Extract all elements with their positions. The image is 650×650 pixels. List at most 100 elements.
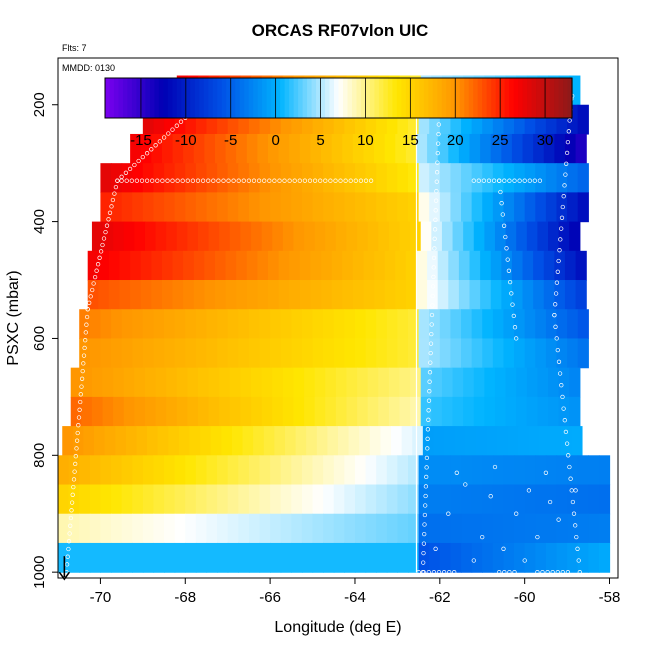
heatmap-cell [416,133,428,164]
heatmap-cell [335,221,348,252]
colorbar-swatch [513,78,519,118]
heatmap-cell [365,484,377,515]
heatmap-cell [524,309,536,340]
heatmap-cell [335,396,348,427]
heatmap-cell [429,104,441,135]
heatmap-cell [153,484,165,515]
heatmap-cell [514,338,526,369]
track-point [109,204,114,209]
heatmap-cell [166,221,178,252]
heatmap-cell [168,426,180,456]
heatmap-cell [437,250,449,281]
colorbar-swatch [194,78,200,118]
track-point [558,237,563,242]
colorbar-swatch [405,78,411,118]
heatmap-cell [516,367,528,398]
heatmap-cell [545,104,558,135]
heatmap-cell [482,338,494,369]
heatmap-cell [121,455,133,486]
track-point [427,370,433,375]
heatmap-cell [405,250,418,281]
heatmap-cell [461,192,473,223]
heatmap-cell [342,280,354,310]
track-point [509,291,514,296]
heatmap-cell [550,426,562,456]
heatmap-cell [461,542,473,573]
colorbar-swatch [185,78,191,118]
heatmap-cell [548,367,560,398]
x-tick-label: -68 [174,589,196,606]
heatmap-cell [144,367,157,398]
track-point [71,484,76,490]
heatmap-cell [376,104,388,135]
heatmap-cell [195,513,208,544]
track-point [90,287,95,293]
mmdd-label: MMDD: 0130 [62,63,115,73]
track-point [170,178,175,183]
heatmap-cell [386,542,398,573]
track-point [256,178,262,183]
heatmap-cell [204,133,216,164]
heatmap-cell [89,309,102,340]
track-point [560,204,565,210]
heatmap-cell [270,192,282,223]
position-marker [58,556,71,581]
heatmap-cell [448,133,460,164]
colorbar-swatch [172,78,178,118]
heatmap-cell [333,104,345,135]
heatmap-cell [325,367,337,398]
track-point [100,242,105,248]
colorbar-tick-label: 30 [537,132,554,149]
heatmap-cell [535,484,547,515]
heatmap-cell [441,367,454,398]
arrow-head [58,571,71,581]
heatmap-cell [429,192,441,223]
heatmap-cell [136,426,148,456]
heatmap-cell [418,484,430,515]
track-point [155,178,160,183]
heatmap-cell [344,192,356,223]
heatmap-cell [535,163,547,193]
heatmap-cell [289,133,301,164]
track-point [555,347,560,353]
heatmap-cell [89,484,102,515]
track-point [318,178,323,183]
heatmap-cell [174,192,186,223]
heatmap-cell [270,163,282,193]
heatmap-cell [367,221,379,252]
heatmap-cell [259,192,271,223]
heatmap-cell [567,513,579,544]
heatmap-cell [475,426,488,456]
heatmap-cell [397,309,409,340]
heatmap-cell [219,396,231,427]
track-point [435,150,440,156]
heatmap-cell [161,250,174,281]
heatmap-cell [429,163,441,193]
heatmap-cell [482,542,494,573]
heatmap-cell [429,455,441,486]
heatmap-cell [522,250,534,281]
x-axis: -70 -68 -66 -64 -62 -60 -58 [90,578,620,606]
heatmap-cell [195,542,208,573]
heatmap-cell [567,338,579,369]
heatmap-cell [376,455,388,486]
heatmap-cell [142,513,155,544]
track-point [428,341,434,346]
heatmap-cell [227,455,239,486]
colorbar-swatch [163,78,169,118]
heatmap-cell [461,104,473,135]
heatmap-cell [365,338,377,369]
track-point [501,223,507,228]
track-point [422,512,428,518]
heatmap-cell [463,396,475,427]
track-point [68,515,74,521]
colorbar-swatch [477,78,483,118]
heatmap-cell [79,338,91,369]
track-point [72,469,77,474]
heatmap-cell [236,280,248,310]
colorbar-tick-label: 20 [447,132,464,149]
heatmap-cell [130,133,142,164]
heatmap-cell [270,542,282,573]
heatmap-cell [132,484,144,515]
heatmap-cell [217,104,229,135]
